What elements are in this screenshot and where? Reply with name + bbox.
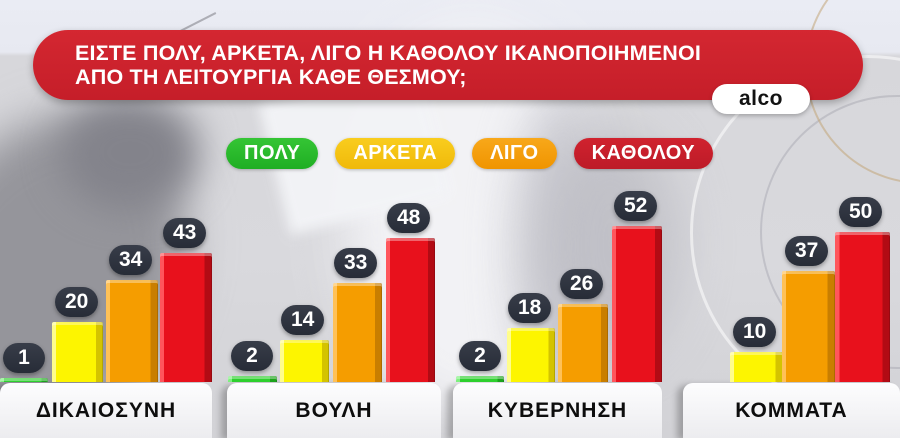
bar-kommata-ligo (782, 271, 835, 382)
pedestal-kommata: ΚΟΜΜΑΤΑ (683, 383, 900, 438)
value-vouli-arketa: 14 (281, 305, 325, 335)
category-label-kommata: ΚΟΜΜΑΤΑ (735, 398, 848, 422)
value-vouli-katholou: 48 (387, 203, 431, 233)
value-kyvernisi-poly: 2 (459, 341, 501, 371)
value-kyvernisi-katholou: 52 (614, 191, 658, 221)
value-dikaiosyni-arketa: 20 (55, 287, 99, 317)
bar-kyvernisi-arketa (507, 328, 555, 382)
value-kyvernisi-arketa: 18 (508, 293, 552, 323)
bar-vouli-katholou (386, 238, 435, 382)
legend: ΠΟΛΥ ΑΡΚΕΤΑ ΛΙΓΟ ΚΑΘΟΛΟΥ (226, 138, 714, 169)
category-label-vouli: ΒΟΥΛΗ (295, 398, 373, 422)
bar-dikaiosyni-arketa (52, 322, 103, 382)
bar-kommata-katholou (835, 232, 890, 382)
value-dikaiosyni-poly: 1 (3, 343, 45, 373)
value-kommata-arketa: 10 (733, 317, 777, 347)
legend-item-arketa: ΑΡΚΕΤΑ (335, 138, 456, 169)
pedestal-vouli: ΒΟΥΛΗ (227, 383, 441, 438)
value-dikaiosyni-katholou: 43 (163, 218, 207, 248)
value-kommata-ligo: 37 (785, 236, 829, 266)
bar-vouli-poly (228, 376, 277, 382)
category-label-kyvernisi: ΚΥΒΕΡΝΗΣΗ (487, 398, 628, 422)
bar-kyvernisi-katholou (612, 226, 662, 382)
bar-dikaiosyni-ligo (106, 280, 158, 382)
bar-kyvernisi-ligo (558, 304, 608, 382)
question-line-1: ΕΙΣΤΕ ΠΟΛΥ, ΑΡΚΕΤΑ, ΛΙΓΟ Η ΚΑΘΟΛΟΥ ΙΚΑΝΟ… (75, 41, 702, 65)
category-label-dikaiosyni: ΔΙΚΑΙΟΣΥΝΗ (35, 398, 177, 422)
pedestal-kyvernisi: ΚΥΒΕΡΝΗΣΗ (453, 383, 662, 438)
bar-vouli-ligo (333, 283, 382, 382)
bar-kommata-arketa (730, 352, 783, 382)
value-vouli-poly: 2 (231, 341, 273, 371)
legend-item-poly: ΠΟΛΥ (226, 138, 319, 169)
value-dikaiosyni-ligo: 34 (109, 245, 153, 275)
bar-vouli-arketa (280, 340, 329, 382)
legend-item-ligo: ΛΙΓΟ (472, 138, 557, 169)
pollster-badge: alco (712, 84, 810, 114)
question-line-2: ΑΠΟ ΤΗ ΛΕΙΤΟΥΡΓΙΑ ΚΑΘΕ ΘΕΣΜΟΥ; (75, 65, 467, 89)
bar-dikaiosyni-katholou (160, 253, 212, 382)
pedestal-dikaiosyni: ΔΙΚΑΙΟΣΥΝΗ (0, 383, 212, 438)
legend-item-katholou: ΚΑΘΟΛΟΥ (573, 138, 714, 169)
value-kyvernisi-ligo: 26 (560, 269, 604, 299)
value-vouli-ligo: 33 (334, 248, 378, 278)
background-hand-shape (60, 95, 200, 210)
value-kommata-katholou: 50 (839, 197, 883, 227)
bar-kyvernisi-poly (456, 376, 504, 382)
bar-dikaiosyni-poly (0, 378, 48, 382)
